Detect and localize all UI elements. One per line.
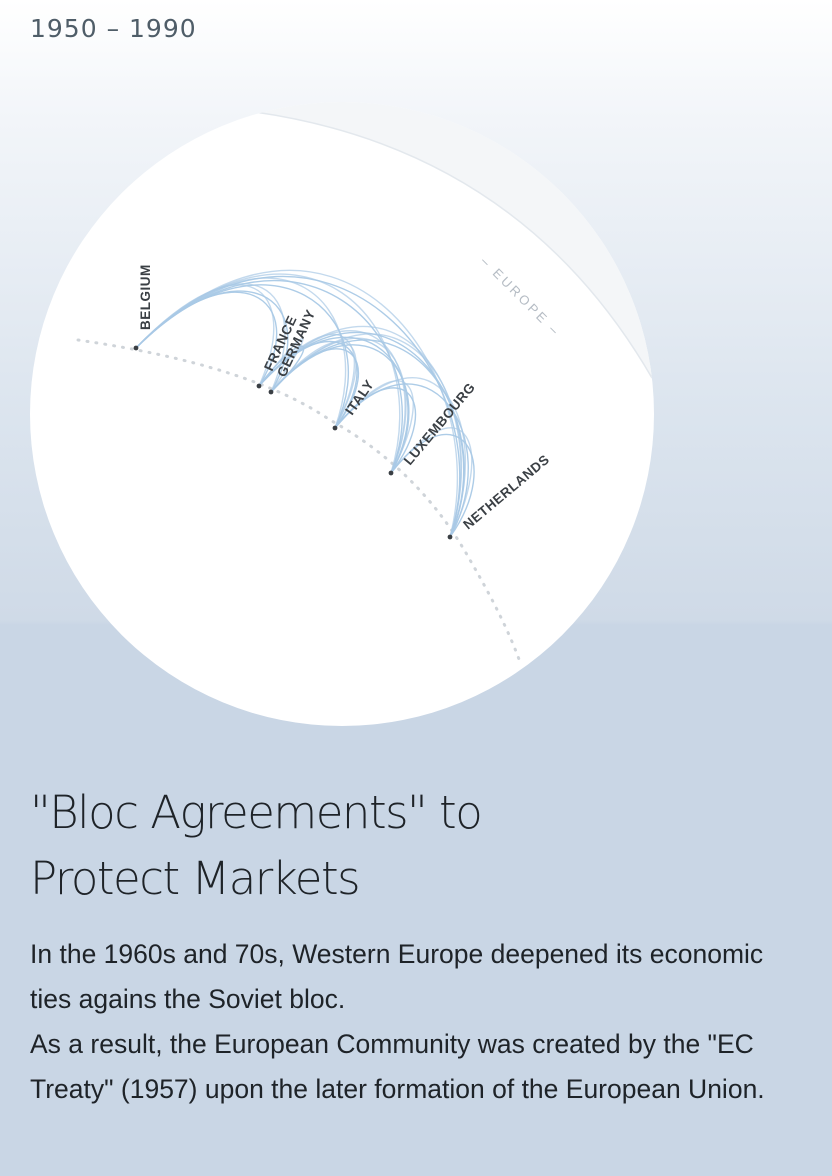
country-marker-luxembourg — [388, 470, 394, 476]
trade-link-belgium-luxembourg — [135, 279, 403, 474]
country-marker-belgium — [133, 345, 139, 351]
trade-globe-diagram: – EUROPE – BELGIUM FRANCE GERMANY ITALY … — [76, 102, 654, 664]
article-title: "Bloc Agreements" to Protect Markets — [30, 780, 790, 912]
country-marker-netherlands — [447, 534, 453, 540]
article-title-line1: "Bloc Agreements" to — [30, 786, 483, 839]
country-marker-germany — [268, 389, 274, 395]
country-marker-france — [256, 383, 262, 389]
period-label: 1950 – 1990 — [30, 14, 197, 43]
trade-link-belgium-netherlands — [135, 275, 461, 538]
country-label-belgium: BELGIUM — [138, 264, 153, 330]
country-marker-italy — [332, 425, 338, 431]
trade-link-france-netherlands — [258, 325, 462, 538]
trade-link-germany-netherlands — [270, 333, 463, 538]
trade-link-france-luxembourg — [258, 336, 409, 474]
article-paragraph-1: In the 1960s and 70s, Western Europe dee… — [30, 939, 764, 1014]
trade-link-belgium-netherlands — [135, 269, 459, 538]
trade-link-italy-netherlands — [334, 377, 467, 538]
article-paragraph-2: As a result, the European Community was … — [30, 1029, 765, 1104]
country-markers — [133, 345, 453, 540]
trade-links — [135, 269, 475, 538]
trade-link-france-netherlands — [258, 331, 465, 538]
trade-link-france-germany — [258, 338, 304, 393]
trade-link-germany-luxembourg — [270, 344, 410, 474]
article-title-line2: Protect Markets — [30, 852, 361, 905]
article-body: In the 1960s and 70s, Western Europe dee… — [30, 932, 800, 1112]
trade-link-luxembourg-netherlands — [390, 427, 473, 538]
trade-link-luxembourg-netherlands — [390, 433, 475, 538]
trade-link-italy-netherlands — [334, 383, 469, 538]
globe-svg: – EUROPE – BELGIUM FRANCE GERMANY ITALY … — [76, 102, 654, 664]
country-baseline — [76, 338, 522, 664]
